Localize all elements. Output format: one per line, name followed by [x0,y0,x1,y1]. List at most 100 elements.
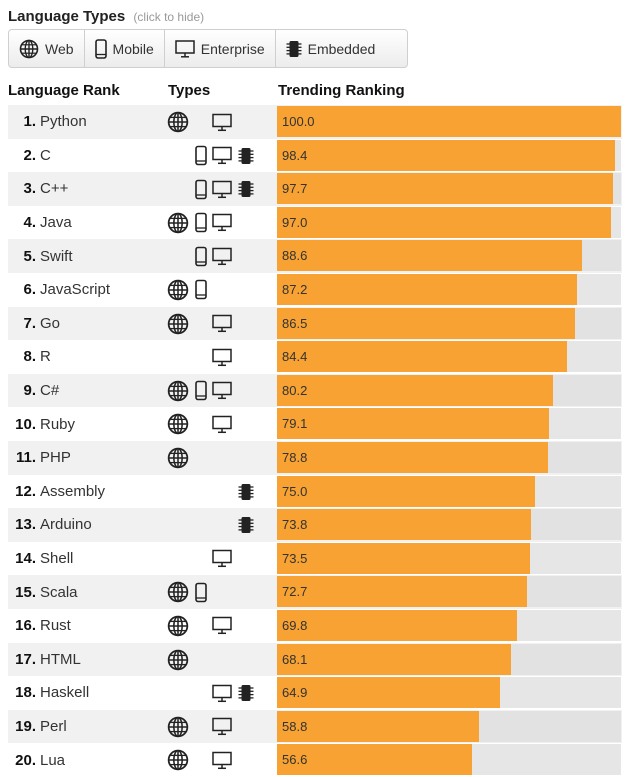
globe-icon [167,716,189,738]
bar-track: 87.2 [277,273,621,305]
type-icons [165,575,275,609]
rank-number: 5. [23,247,36,265]
monitor-icon [212,413,232,435]
mobile-icon [195,279,207,301]
language-name: JavaScript [40,281,111,299]
filter-web-label: Web [45,40,74,57]
table-row[interactable]: 2. C 98.4 [8,139,622,173]
column-header-trending[interactable]: Trending Ranking [278,82,405,99]
score-label: 86.5 [282,315,308,331]
rank-number: 9. [23,382,36,400]
filter-embedded-button[interactable]: Embedded [276,30,386,67]
score-bar [277,710,480,742]
type-icons [165,508,275,542]
score-bar [277,173,614,205]
table-row[interactable]: 15. Scala 72.7 [8,575,622,609]
table-row[interactable]: 19. Perl 58.8 [8,709,622,744]
score-label: 87.2 [282,281,308,297]
score-label: 73.8 [282,517,308,533]
type-icons [165,239,275,273]
score-bar [277,240,582,272]
language-name: PHP [40,449,71,467]
table-row[interactable]: 6. JavaScript 87.2 [8,273,622,307]
bar-track: 79.1 [277,408,621,440]
language-name: Go [40,314,61,332]
table-row[interactable]: 14. Shell 73.5 [8,542,622,576]
table-row[interactable]: 13. Arduino 73.8 [8,508,622,542]
type-icons [165,206,275,240]
filter-enterprise-button[interactable]: Enterprise [165,30,276,67]
rank-number: 15. [15,583,36,601]
rank-number: 19. [15,717,36,735]
language-name: Scala [40,583,78,601]
score-bar [277,677,501,709]
score-bar [277,542,530,574]
type-icons [165,407,275,441]
hide-toggle-link[interactable]: (click to hide) [133,10,205,24]
mobile-icon [195,581,207,603]
mobile-icon [195,145,207,167]
table-row[interactable]: 11. PHP 78.8 [8,440,622,475]
mobile-icon [195,178,207,200]
filter-embedded-label: Embedded [307,40,376,57]
chip-icon [238,514,254,536]
rank-number: 10. [15,415,36,433]
type-icons [165,273,275,307]
bar-track: 64.9 [277,677,621,709]
rank-number: 7. [23,314,36,332]
table-row[interactable]: 9. C# 80.2 [8,373,622,408]
score-label: 72.7 [282,584,308,600]
filter-mobile-button[interactable]: Mobile [85,30,165,67]
table-row[interactable]: 8. R 84.4 [8,340,622,374]
score-label: 58.8 [282,718,308,734]
score-label: 73.5 [282,550,308,566]
score-bar [277,206,611,238]
filter-web-button[interactable]: Web [9,30,85,67]
rank-number: 8. [23,348,36,366]
rank-number: 16. [15,617,36,635]
table-row[interactable]: 4. Java 97.0 [8,206,622,240]
score-bar [277,307,575,339]
column-header-rank[interactable]: Language Rank [8,82,120,99]
language-name: Perl [40,717,67,735]
score-bar [277,139,616,171]
table-row[interactable]: 17. HTML 68.1 [8,642,622,677]
score-label: 69.8 [282,617,308,633]
monitor-icon [212,682,232,704]
language-name: Arduino [40,516,92,534]
globe-icon [19,39,39,59]
type-icons [165,643,275,677]
globe-icon [167,447,189,469]
filter-mobile-label: Mobile [112,40,154,57]
score-bar [277,576,528,608]
score-bar [277,744,472,776]
chip-icon [238,178,254,200]
bar-track: 68.1 [277,643,621,675]
globe-icon [167,615,189,637]
table-row[interactable]: 20. Lua 56.6 [8,743,622,777]
filter-enterprise-label: Enterprise [200,40,265,57]
table-row[interactable]: 1. Python 100.0 [8,105,622,139]
score-label: 56.6 [282,752,308,768]
monitor-icon [212,716,232,738]
mobile-icon [195,245,207,267]
score-label: 64.9 [282,685,308,701]
table-row[interactable]: 7. Go 86.5 [8,306,622,341]
table-row[interactable]: 18. Haskell 64.9 [8,676,622,710]
type-icons [165,542,275,576]
type-icons [165,609,275,643]
monitor-icon [212,548,232,570]
table-row[interactable]: 3. C++ 97.7 [8,172,622,206]
score-bar [277,273,577,305]
chip-icon [238,481,254,503]
chip-icon [286,40,302,58]
globe-icon [167,380,189,402]
table-row[interactable]: 5. Swift 88.6 [8,239,622,273]
table-row[interactable]: 10. Ruby 79.1 [8,407,622,441]
mobile-icon [195,212,207,234]
rank-number: 1. [23,113,36,131]
bar-track: 73.5 [277,542,621,574]
table-row[interactable]: 12. Assembly 75.0 [8,475,622,509]
language-name: Swift [40,247,73,265]
table-row[interactable]: 16. Rust 69.8 [8,609,622,643]
